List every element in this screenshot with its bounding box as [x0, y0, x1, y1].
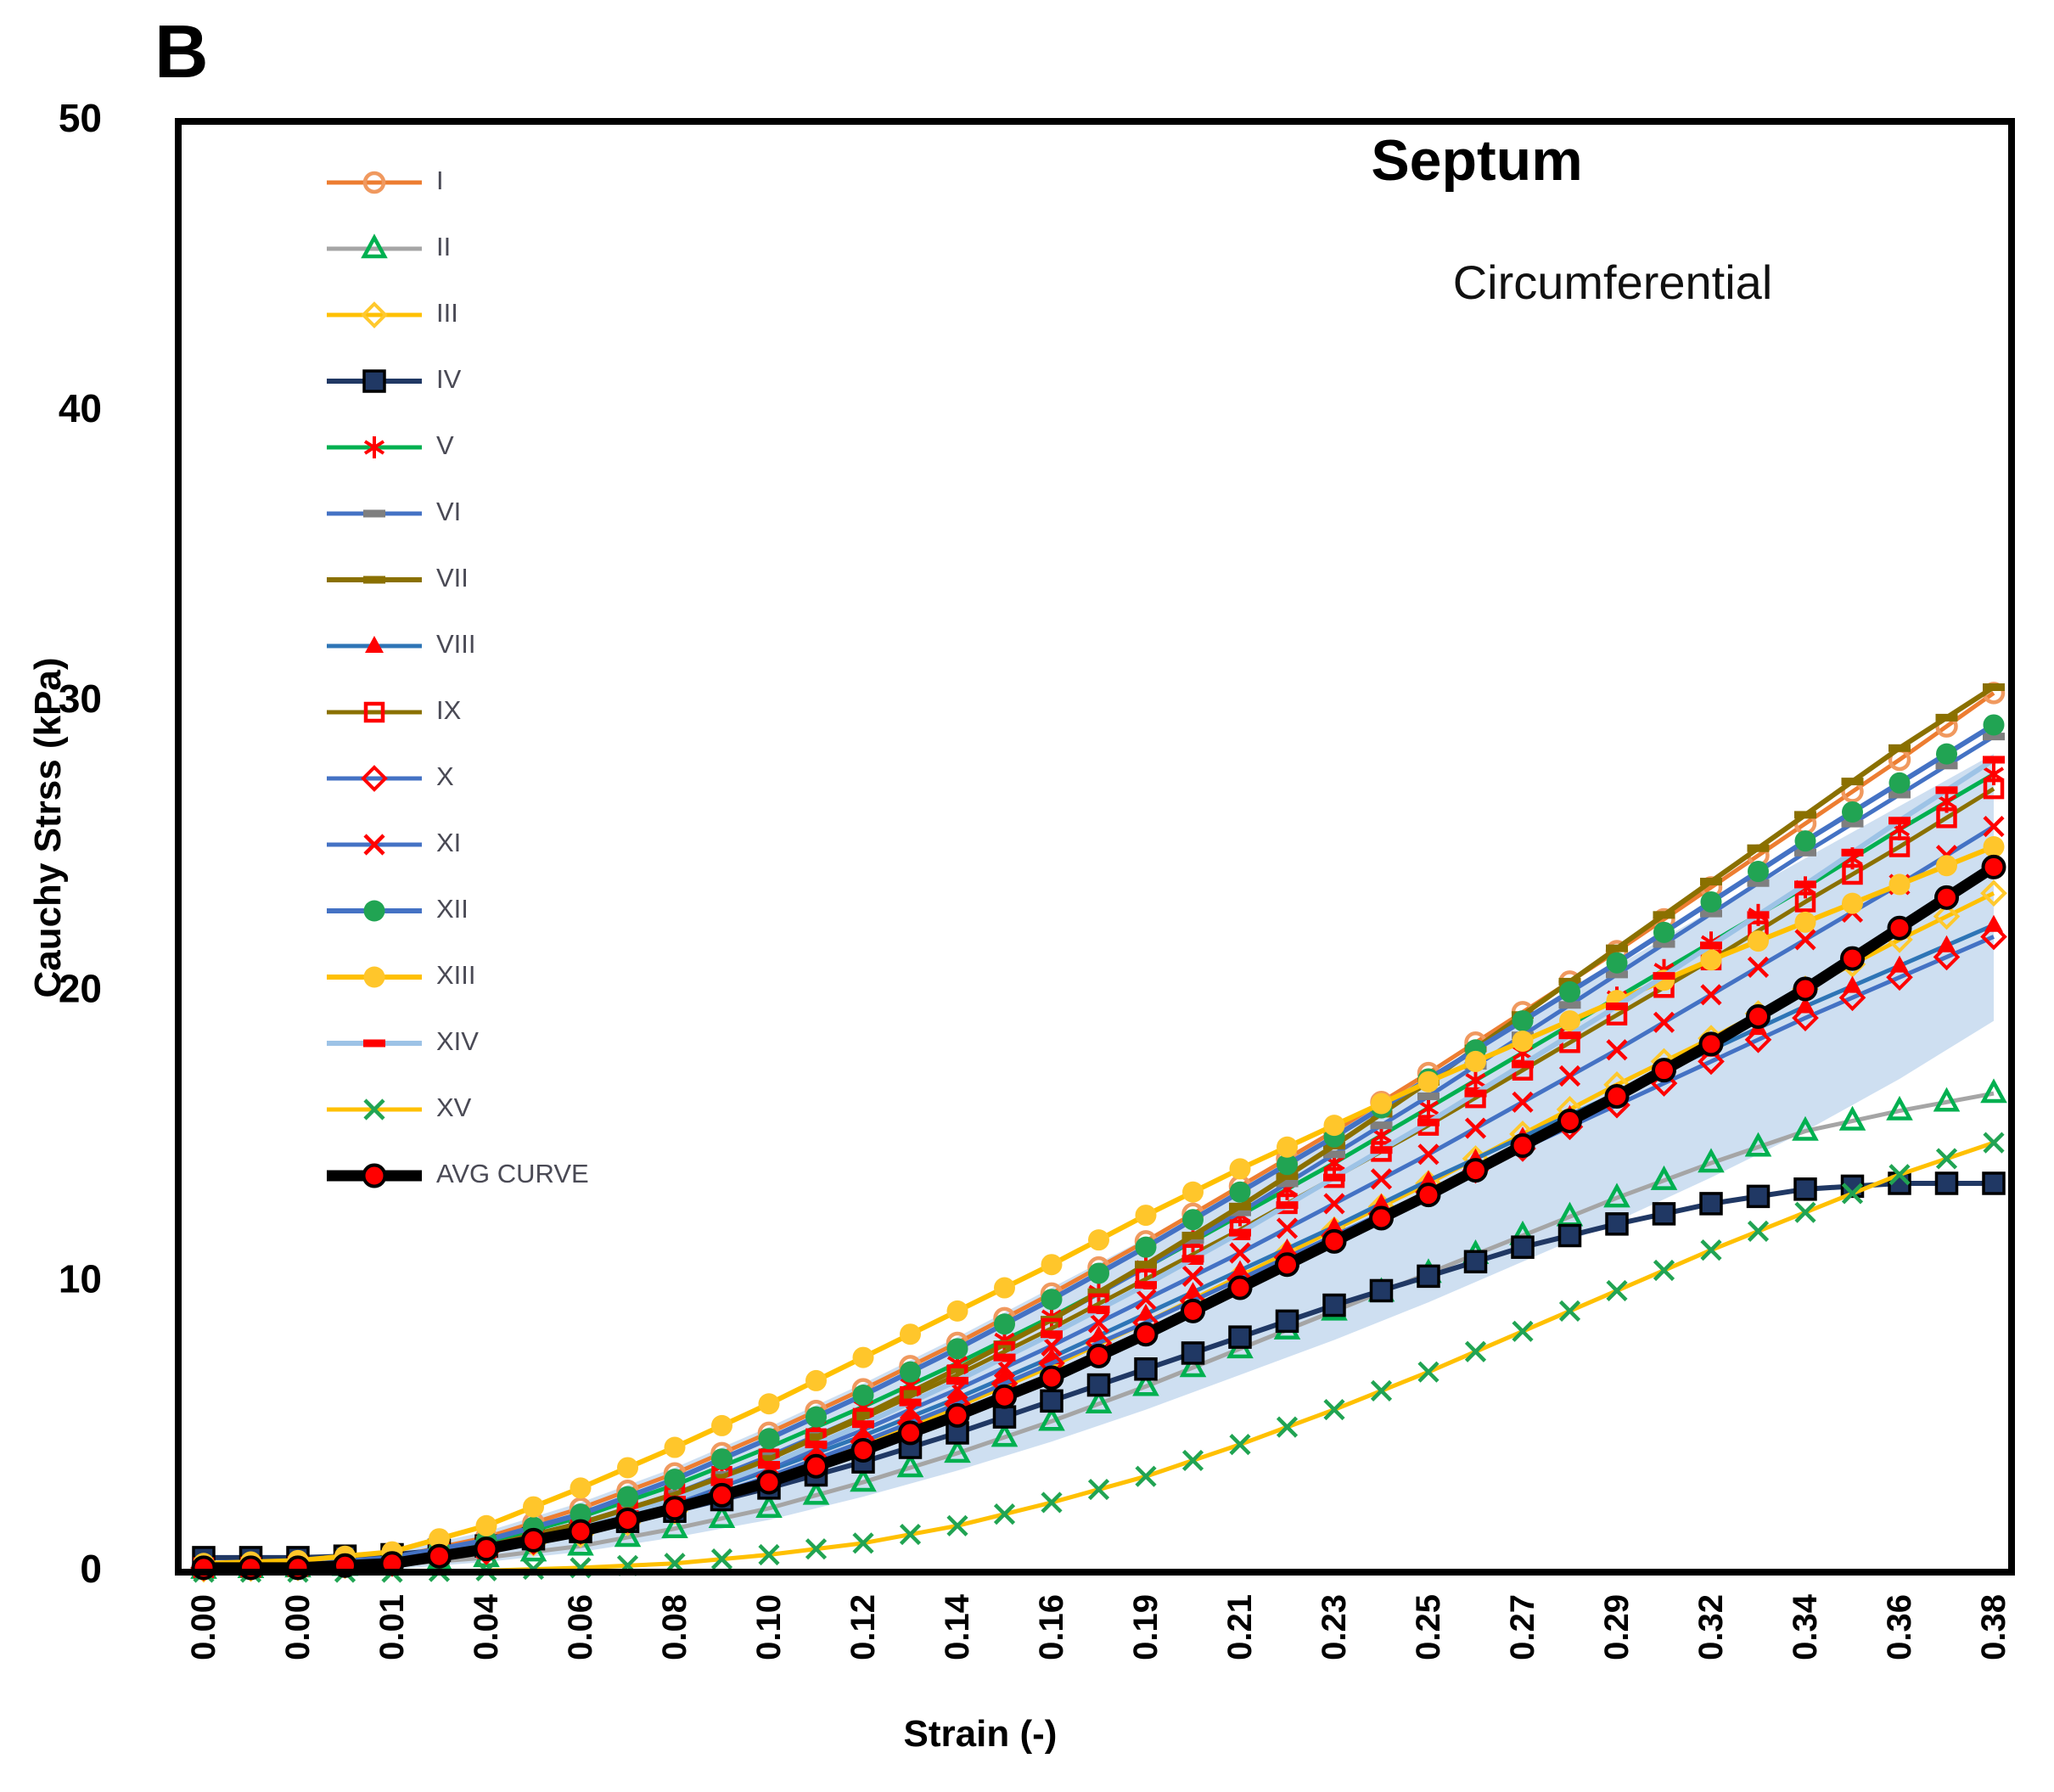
panel-label: B [154, 9, 209, 93]
legend-item-XV: XV [327, 1093, 472, 1122]
x-axis-title: Strain (-) [903, 1713, 1058, 1755]
legend-label: I [436, 166, 444, 195]
x-tick-label: 0.32 [1692, 1594, 1730, 1660]
legend-label: IV [436, 364, 462, 394]
legend-label: XV [436, 1093, 472, 1122]
legend-item-I: I [327, 166, 444, 195]
legend-item-XIV: XIV [327, 1026, 479, 1056]
series-line [203, 844, 1995, 1566]
y-tick-label: 30 [59, 677, 102, 721]
x-tick-label: 0.34 [1787, 1593, 1824, 1660]
x-tick-label: 0.00 [279, 1594, 317, 1660]
legend-item-VIII: VIII [327, 629, 476, 659]
x-tick-label: 0.12 [845, 1594, 882, 1660]
legend-label: VII [436, 563, 469, 593]
x-tick-label: 0.23 [1316, 1594, 1353, 1660]
legend-label: VIII [436, 629, 476, 659]
legend-item-IX: IX [327, 695, 462, 725]
x-tick-label: 0.00 [185, 1594, 222, 1660]
legend-label: IX [436, 695, 462, 725]
legend-label: AVG CURVE [436, 1159, 589, 1188]
legend-label: II [436, 232, 451, 261]
legend-item-III: III [327, 298, 458, 329]
legend-item-II: II [327, 232, 451, 261]
legend-label: XII [436, 894, 469, 924]
y-tick-label: 0 [80, 1547, 102, 1591]
x-tick-label: 0.16 [1033, 1594, 1070, 1660]
x-tick-label: 0.29 [1598, 1594, 1636, 1660]
chart-title: Septum [1371, 128, 1583, 193]
legend-label: XI [436, 828, 461, 857]
legend-item-VI: VI [327, 497, 461, 526]
series-AVG-CURVE [191, 854, 2006, 1581]
x-tick-label: 0.36 [1881, 1594, 1918, 1660]
x-tick-label: 0.08 [656, 1594, 693, 1660]
y-tick-label: 10 [59, 1256, 102, 1300]
series-markers [191, 854, 2006, 1581]
y-tick-label: 50 [59, 96, 102, 140]
y-axis-title: Cauchy Strss (kPa) [27, 657, 69, 998]
legend-label: XIII [436, 960, 476, 990]
legend-label: V [436, 430, 454, 460]
legend-item-XI: XI [327, 828, 461, 857]
legend-label: VI [436, 497, 461, 526]
legend-item-VII: VII [327, 563, 469, 593]
x-tick-label: 0.27 [1504, 1594, 1541, 1660]
legend-item-X: X [327, 761, 454, 792]
y-tick-label: 40 [59, 386, 102, 430]
std-band [204, 754, 1994, 1572]
x-tick-label: 0.38 [1975, 1594, 2012, 1660]
series-line [203, 1091, 1995, 1572]
x-tick-label: 0.14 [939, 1593, 976, 1660]
legend-item-V: V [327, 430, 454, 460]
legend-item-XII: XII [327, 894, 469, 924]
x-tick-label: 0.06 [562, 1594, 599, 1660]
chart-subtitle: Circumferential [1452, 256, 1773, 309]
legend-label: III [436, 298, 458, 328]
legend-label: X [436, 761, 454, 791]
legend-label: XIV [436, 1026, 479, 1056]
legend-item-AVG-CURVE: AVG CURVE [327, 1159, 589, 1188]
x-tick-label: 0.01 [373, 1594, 411, 1660]
x-tick-label: 0.25 [1410, 1594, 1447, 1660]
x-tick-label: 0.10 [750, 1594, 788, 1660]
y-tick-label: 20 [59, 967, 102, 1011]
legend-item-XIII: XIII [327, 960, 476, 990]
plot-border [175, 118, 2015, 1576]
x-tick-label: 0.21 [1221, 1594, 1259, 1660]
x-tick-label: 0.04 [468, 1593, 505, 1660]
legend-item-IV: IV [327, 364, 462, 394]
x-tick-label: 0.19 [1127, 1594, 1164, 1660]
